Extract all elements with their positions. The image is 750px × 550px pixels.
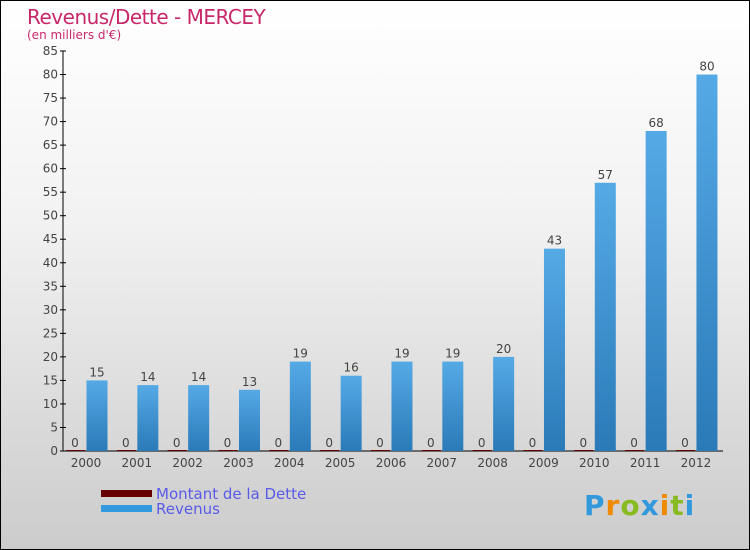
x-tick-label: 2009 (528, 456, 559, 470)
debt-value-label: 0 (630, 436, 638, 450)
revenue-value-label: 15 (89, 365, 104, 379)
y-tick-label: 20 (43, 350, 58, 364)
debt-value-label: 0 (173, 436, 181, 450)
debt-value-label: 0 (376, 436, 384, 450)
y-tick-label: 5 (50, 420, 58, 434)
revenue-bar (543, 248, 565, 451)
x-tick-label: 2012 (681, 456, 712, 470)
debt-value-label: 0 (681, 436, 689, 450)
y-tick-label: 15 (43, 373, 58, 387)
proxiti-logo: Proxiti (584, 489, 696, 522)
revenue-value-label: 13 (242, 375, 257, 389)
revenue-value-label: 14 (191, 370, 206, 384)
x-tick-label: 2003 (223, 456, 254, 470)
debt-value-label: 0 (224, 436, 232, 450)
revenue-bar (493, 356, 515, 451)
y-tick-label: 35 (43, 279, 58, 293)
x-tick-label: 2000 (71, 456, 102, 470)
y-tick-label: 75 (43, 91, 58, 105)
debt-bar (269, 450, 289, 451)
y-tick-label: 55 (43, 185, 58, 199)
y-tick-label: 80 (43, 68, 58, 82)
debt-bar (320, 450, 340, 451)
y-tick-label: 65 (43, 138, 58, 152)
y-tick-label: 10 (43, 397, 58, 411)
debt-value-label: 0 (71, 436, 79, 450)
x-tick-label: 2007 (427, 456, 458, 470)
revenue-value-label: 19 (445, 347, 460, 361)
debt-bar (523, 450, 543, 451)
debt-bar (675, 450, 695, 451)
debt-value-label: 0 (529, 436, 537, 450)
legend-label-revenue: Revenus (156, 500, 220, 518)
revenue-value-label: 68 (648, 116, 663, 130)
y-tick-label: 45 (43, 232, 58, 246)
x-tick-label: 2002 (172, 456, 203, 470)
debt-bar (116, 450, 136, 451)
legend-swatch-debt (101, 490, 152, 497)
debt-value-label: 0 (122, 436, 130, 450)
y-tick-label: 25 (43, 326, 58, 340)
x-tick-label: 2004 (274, 456, 305, 470)
revenue-bar (391, 361, 413, 451)
legend-swatch-revenue (101, 505, 152, 512)
x-tick-label: 2001 (122, 456, 153, 470)
debt-bar (370, 450, 390, 451)
chart-title: Revenus/Dette - MERCEY (27, 5, 266, 29)
revenue-value-label: 14 (140, 370, 155, 384)
debt-value-label: 0 (325, 436, 333, 450)
debt-bar (66, 450, 85, 451)
chart-subtitle: (en milliers d'€) (27, 28, 122, 42)
revenue-bar (289, 361, 311, 451)
revenue-value-label: 57 (598, 168, 613, 182)
debt-value-label: 0 (478, 436, 486, 450)
debt-value-label: 0 (579, 436, 587, 450)
revenue-bar (442, 361, 464, 451)
debt-bar (574, 450, 594, 451)
revenue-value-label: 19 (293, 347, 308, 361)
debt-value-label: 0 (427, 436, 435, 450)
y-tick-label: 30 (43, 303, 58, 317)
y-tick-label: 0 (50, 444, 58, 458)
revenue-value-label: 20 (496, 342, 511, 356)
revenue-bar (238, 389, 260, 451)
revenue-bar (340, 375, 362, 451)
legend-label-debt: Montant de la Dette (156, 485, 307, 503)
debt-bar (421, 450, 441, 451)
revenue-bar (86, 380, 108, 451)
revenue-value-label: 80 (699, 60, 714, 74)
y-tick-label: 40 (43, 256, 58, 270)
y-tick-label: 70 (43, 115, 58, 129)
x-tick-label: 2010 (579, 456, 610, 470)
debt-bar (218, 450, 238, 451)
y-tick-label: 50 (43, 209, 58, 223)
debt-bar (167, 450, 187, 451)
revenue-bar (645, 131, 667, 451)
revenue-bar (594, 182, 616, 451)
debt-value-label: 0 (274, 436, 282, 450)
x-tick-label: 2006 (376, 456, 407, 470)
revenue-bar (188, 385, 210, 451)
debt-bar (472, 450, 492, 451)
y-tick-label: 85 (43, 44, 58, 58)
revenue-value-label: 19 (394, 347, 409, 361)
y-tick-label: 60 (43, 162, 58, 176)
revenue-bar (137, 385, 159, 451)
revenue-value-label: 43 (547, 234, 562, 248)
x-tick-label: 2008 (477, 456, 508, 470)
x-tick-label: 2005 (325, 456, 356, 470)
x-tick-label: 2011 (630, 456, 661, 470)
revenue-value-label: 16 (344, 361, 359, 375)
revenue-bar (696, 74, 718, 451)
debt-bar (625, 450, 645, 451)
